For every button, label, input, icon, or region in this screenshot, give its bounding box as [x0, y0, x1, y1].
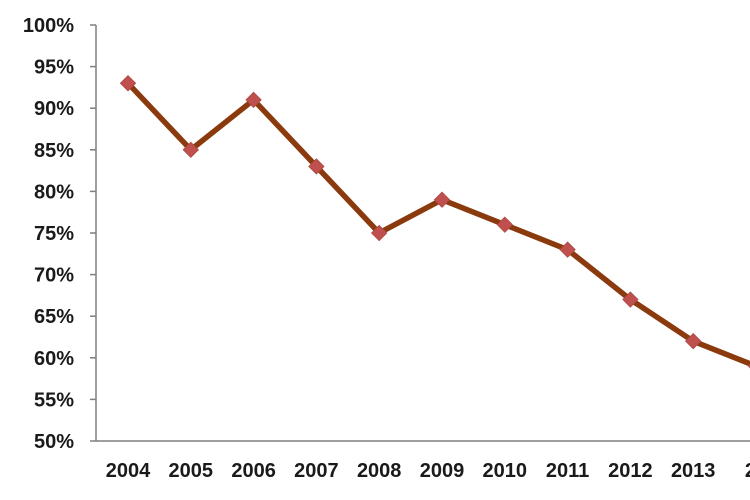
data-point-diamond-icon [119, 75, 137, 92]
x-tick-label: 2013 [671, 460, 716, 482]
data-point-diamond-icon [182, 141, 200, 159]
x-tick-label: 20 [745, 460, 750, 482]
data-point-diamond-icon [622, 291, 639, 308]
y-tick-label: 55% [34, 389, 74, 411]
y-tick-label: 65% [34, 306, 74, 328]
y-tick-label: 75% [34, 223, 74, 245]
y-tick-label: 95% [34, 57, 74, 79]
data-point-diamond-icon [684, 332, 702, 350]
y-tick-label: 80% [34, 181, 74, 203]
y-tick-label: 60% [34, 348, 74, 370]
x-axis: 2004 2005 2006 2007 2008 2009 2010 2011 2012 2013… [96, 440, 750, 482]
x-tick-label: 2008 [357, 460, 402, 482]
y-tick-label: 70% [34, 265, 74, 287]
data-point-diamond-icon [245, 91, 262, 109]
x-tick-label: 2004 [106, 460, 151, 482]
data-point-diamond-icon [308, 158, 325, 175]
x-tick-label: 2007 [294, 460, 339, 482]
data-point-diamond-icon [496, 216, 514, 233]
y-tick-label: 90% [34, 98, 74, 120]
x-tick-label: 2010 [483, 460, 528, 482]
data-point-diamond-icon [370, 224, 388, 242]
series-line [125, 80, 750, 367]
x-tick-label: 2006 [231, 460, 276, 482]
data-point-diamond-icon [433, 191, 451, 208]
marker-group [119, 75, 750, 369]
x-tick-label: 2005 [169, 460, 214, 482]
x-tick-label: 2012 [608, 460, 653, 482]
data-point-diamond-icon [559, 241, 576, 258]
x-tick-label: 2011 [546, 460, 589, 482]
series-group [125, 80, 750, 367]
y-tick-label: 50% [34, 431, 74, 453]
y-axis: 50% 55% 60% 65% 70% 75% 80% 85% 90% 95% 100% [23, 15, 97, 453]
y-tick-label: 100% [23, 15, 74, 37]
y-tick-label: 85% [34, 140, 74, 162]
x-tick-label: 2009 [420, 460, 465, 482]
